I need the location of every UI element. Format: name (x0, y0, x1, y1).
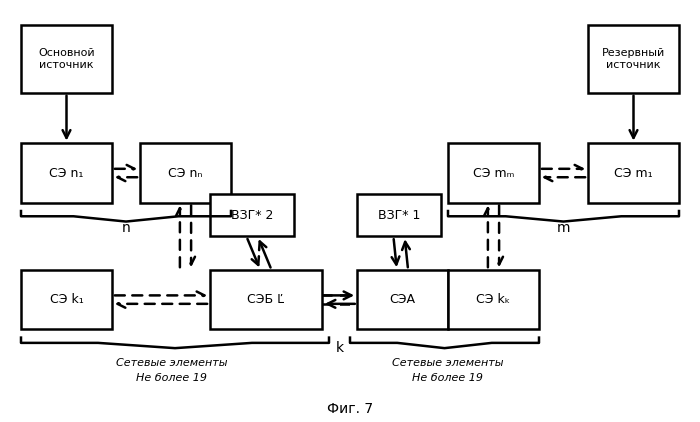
Text: СЭБ Ľ: СЭБ Ľ (247, 293, 285, 306)
Text: СЭ mₘ: СЭ mₘ (473, 167, 514, 179)
FancyBboxPatch shape (21, 25, 112, 93)
FancyBboxPatch shape (357, 194, 441, 236)
Text: Сетевые элементы: Сетевые элементы (116, 358, 228, 368)
Text: СЭА: СЭА (389, 293, 416, 306)
Text: Основной
источник: Основной источник (38, 48, 95, 70)
Text: ВЗГ* 2: ВЗГ* 2 (231, 209, 273, 222)
Text: СЭ n₁: СЭ n₁ (49, 167, 84, 179)
FancyBboxPatch shape (21, 143, 112, 203)
Text: Не более 19: Не более 19 (136, 373, 207, 383)
FancyBboxPatch shape (210, 270, 322, 329)
Text: k: k (335, 341, 344, 355)
Text: СЭ k₁: СЭ k₁ (50, 293, 83, 306)
Text: Резервный
источник: Резервный источник (602, 48, 665, 70)
Text: m: m (556, 221, 570, 235)
FancyBboxPatch shape (210, 194, 294, 236)
FancyBboxPatch shape (448, 143, 539, 203)
Text: Не более 19: Не более 19 (412, 373, 484, 383)
Text: Фиг. 7: Фиг. 7 (327, 402, 373, 417)
Text: ВЗГ* 1: ВЗГ* 1 (378, 209, 420, 222)
Text: Сетевые элементы: Сетевые элементы (392, 358, 504, 368)
FancyBboxPatch shape (588, 143, 679, 203)
Text: n: n (122, 221, 130, 235)
FancyBboxPatch shape (140, 143, 231, 203)
FancyBboxPatch shape (357, 270, 448, 329)
Text: СЭ kₖ: СЭ kₖ (477, 293, 510, 306)
FancyBboxPatch shape (588, 25, 679, 93)
FancyBboxPatch shape (448, 270, 539, 329)
Text: СЭ nₙ: СЭ nₙ (168, 167, 203, 179)
FancyBboxPatch shape (21, 270, 112, 329)
Text: СЭ m₁: СЭ m₁ (614, 167, 653, 179)
